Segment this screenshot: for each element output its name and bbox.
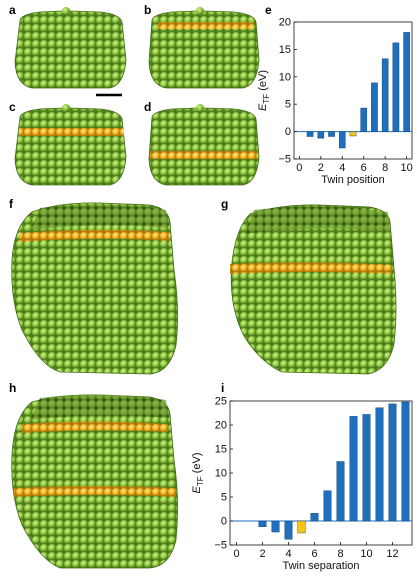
bar (375, 407, 384, 522)
bar (349, 131, 357, 137)
bar (349, 416, 358, 522)
panel-label-i: i (221, 381, 225, 395)
panel-label-b: b (144, 3, 152, 17)
x-tick-label: 2 (259, 548, 265, 560)
y-tick-label: 5 (221, 492, 227, 504)
bar (371, 82, 378, 132)
nanoparticle-d (148, 104, 260, 186)
bar (258, 520, 267, 527)
y-tick-label: 5 (285, 99, 291, 111)
bar (403, 32, 410, 132)
bar (306, 131, 314, 137)
bar (362, 414, 371, 522)
bar (392, 42, 400, 132)
panel-label-c: c (9, 100, 16, 114)
bar (323, 490, 332, 522)
x-axis-title: Twin position (321, 174, 385, 186)
y-tick-label: −5 (278, 154, 291, 166)
y-tick-label: 0 (285, 126, 291, 138)
panel-label-a: a (9, 3, 16, 17)
bar (317, 131, 325, 139)
bar (338, 131, 346, 149)
x-tick-label: 0 (233, 548, 239, 560)
bar (271, 520, 280, 533)
x-tick-label: 10 (360, 548, 372, 560)
panel-label-h: h (9, 381, 17, 395)
chart-i: −5 0 5 10 15 20 25 0 2 4 6 8 10 12 Twin separation ETF … (191, 396, 413, 572)
y-tick-label: 10 (279, 71, 291, 83)
x-tick-label: 10 (401, 162, 413, 174)
bar (310, 513, 319, 522)
nanoparticle-b (148, 7, 260, 89)
nanoparticle-c (14, 104, 127, 186)
y-tick-label: −5 (214, 540, 227, 552)
bar (297, 520, 306, 534)
bar (328, 131, 335, 137)
y-axis-title: ETF (eV) (191, 453, 205, 494)
y-tick-label: 25 (215, 396, 227, 408)
panel-label-f: f (9, 197, 13, 211)
panel-label-g: g (221, 197, 229, 211)
bar (401, 401, 410, 522)
y-tick-label: 15 (215, 444, 227, 456)
plot-frame (293, 21, 413, 160)
panel-label-d: d (144, 100, 152, 114)
x-axis-title: Twin separation (282, 560, 359, 572)
y-tick-label: 10 (215, 468, 227, 480)
panel-label-e: e (265, 3, 272, 17)
bar (381, 58, 389, 132)
y-axis-title: ETF (eV) (257, 70, 271, 111)
nanoparticle-f (11, 202, 178, 375)
bar (284, 520, 293, 540)
nanoparticle-g (230, 204, 397, 375)
bar (336, 461, 345, 522)
y-tick-label: 20 (215, 420, 227, 432)
bar (388, 403, 397, 522)
x-tick-label: 8 (382, 162, 388, 174)
y-tick-label: 15 (279, 44, 291, 56)
chart-e: −5 0 5 10 15 20 0 2 4 6 8 10 Twin position ETF (eV) (257, 17, 413, 187)
x-tick-label: 6 (311, 548, 317, 560)
x-tick-label: 8 (337, 548, 343, 560)
nanoparticle-h (11, 394, 178, 569)
x-tick-label: 4 (339, 162, 345, 174)
x-tick-label: 0 (296, 162, 302, 174)
x-tick-label: 12 (386, 548, 398, 560)
x-tick-label: 4 (285, 548, 291, 560)
y-tick-label: 20 (279, 17, 291, 29)
nanoparticle-a (14, 7, 127, 89)
x-tick-label: 6 (361, 162, 367, 174)
bar (360, 107, 368, 132)
x-tick-label: 2 (318, 162, 324, 174)
y-tick-label: 0 (221, 516, 227, 528)
plot-frame (229, 400, 413, 546)
